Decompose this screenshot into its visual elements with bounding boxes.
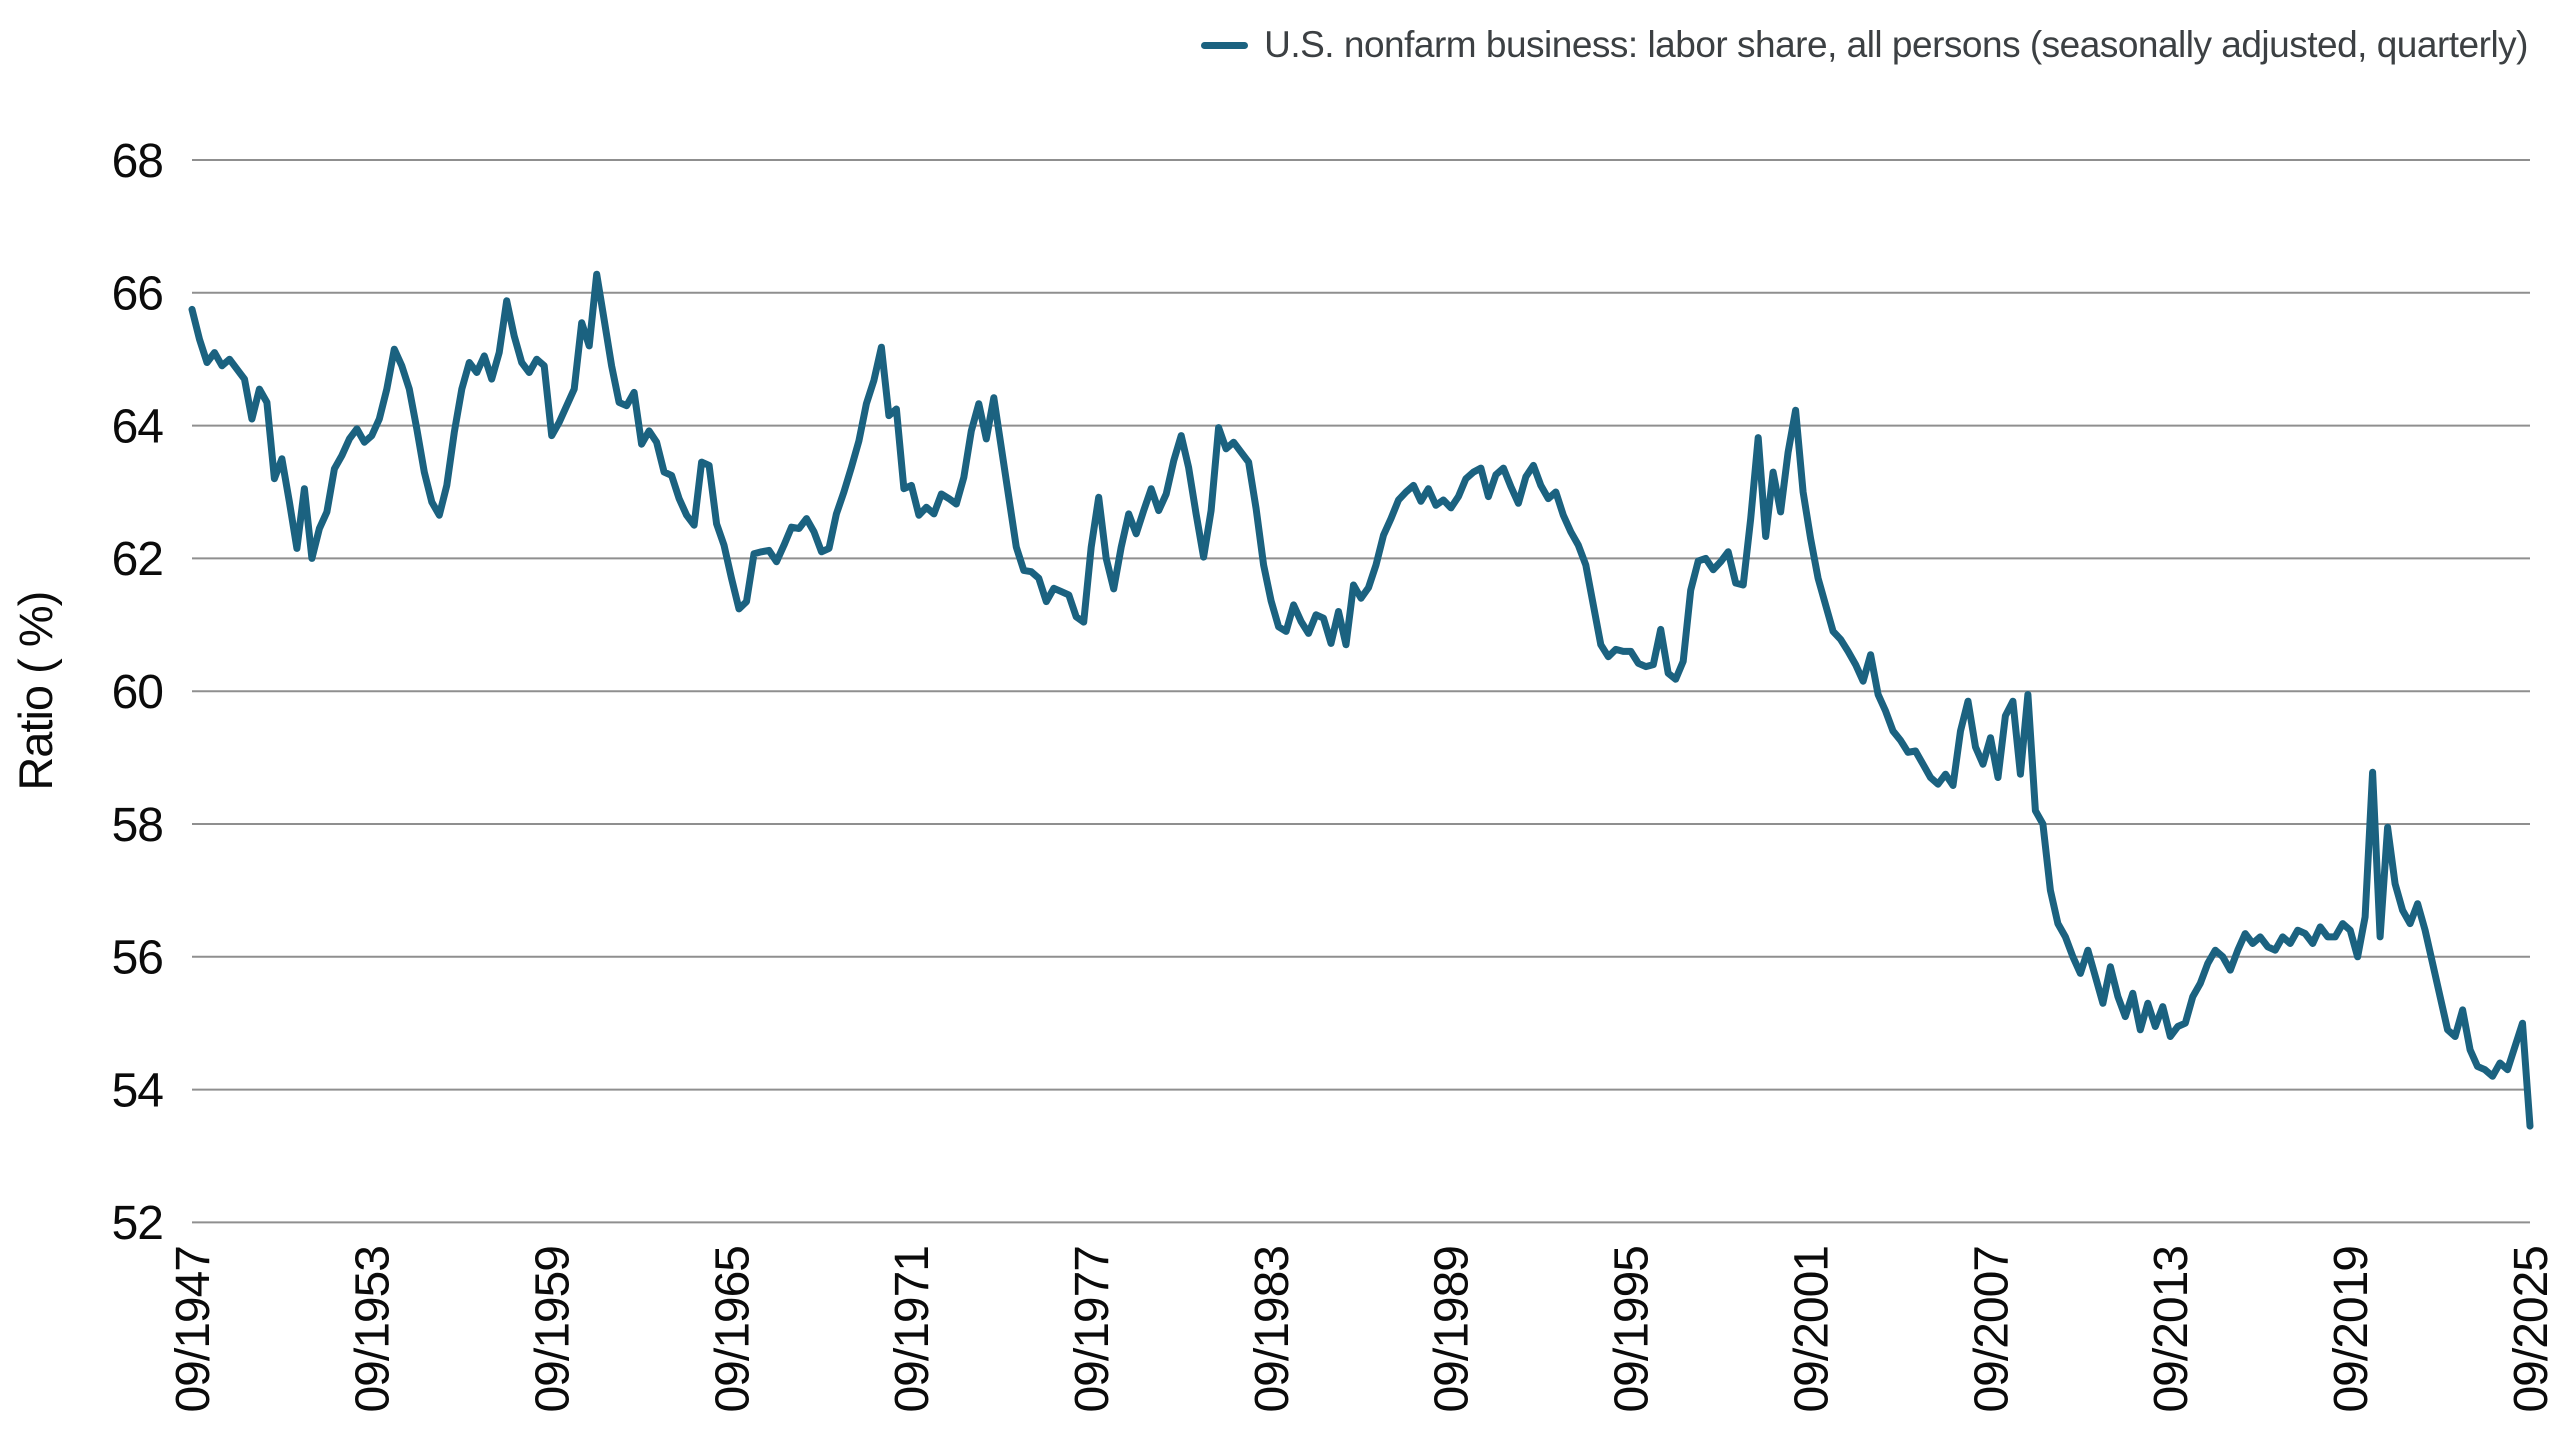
x-axis-tick-labels: 09/1947 09/1953 09/1959 09/1965 09/1971 09/19… [167,1246,2558,1413]
y-axis-title: Ratio ( %) [9,592,62,791]
legend-line-swatch-icon [1201,41,1249,49]
y-tick-label-58: 58 [112,799,163,852]
x-tick-label-09-2013: 09/2013 [2145,1246,2198,1413]
y-tick-label-52: 52 [112,1197,163,1250]
x-tick-label-09-1947: 09/1947 [167,1246,220,1413]
x-tick-label-09-1995: 09/1995 [1606,1246,1659,1413]
x-tick-label-09-2007: 09/2007 [1965,1246,2018,1413]
y-tick-label-68: 68 [112,135,163,188]
x-tick-label-09-2001: 09/2001 [1785,1246,1838,1413]
x-tick-label-09-2025: 09/2025 [2505,1246,2558,1413]
x-tick-label-09-1959: 09/1959 [526,1246,579,1413]
series-line-0 [188,270,2534,1130]
x-tick-label-09-1953: 09/1953 [347,1246,400,1413]
legend-label: U.S. nonfarm business: labor share, all … [1264,24,2528,65]
y-axis-tick-labels: 68 66 64 62 60 58 56 54 52 [112,135,165,1250]
x-tick-label-09-2019: 09/2019 [2325,1246,2378,1413]
y-tick-label-66: 66 [112,268,163,321]
legend: U.S. nonfarm business: labor share, all … [1201,24,2528,66]
x-tick-label-09-1977: 09/1977 [1066,1246,1119,1413]
x-tick-label-09-1989: 09/1989 [1426,1246,1479,1413]
x-tick-label-09-1983: 09/1983 [1246,1246,1299,1413]
data-series-line [188,270,2534,1130]
y-tick-label-54: 54 [112,1064,164,1117]
y-tick-label-56: 56 [112,932,163,985]
gridlines [192,159,2530,1224]
y-tick-label-62: 62 [112,533,163,586]
y-tick-label-60: 60 [112,666,163,719]
y-tick-label-64: 64 [112,400,164,453]
x-tick-label-09-1965: 09/1965 [706,1246,759,1413]
x-tick-label-09-1971: 09/1971 [886,1246,939,1413]
